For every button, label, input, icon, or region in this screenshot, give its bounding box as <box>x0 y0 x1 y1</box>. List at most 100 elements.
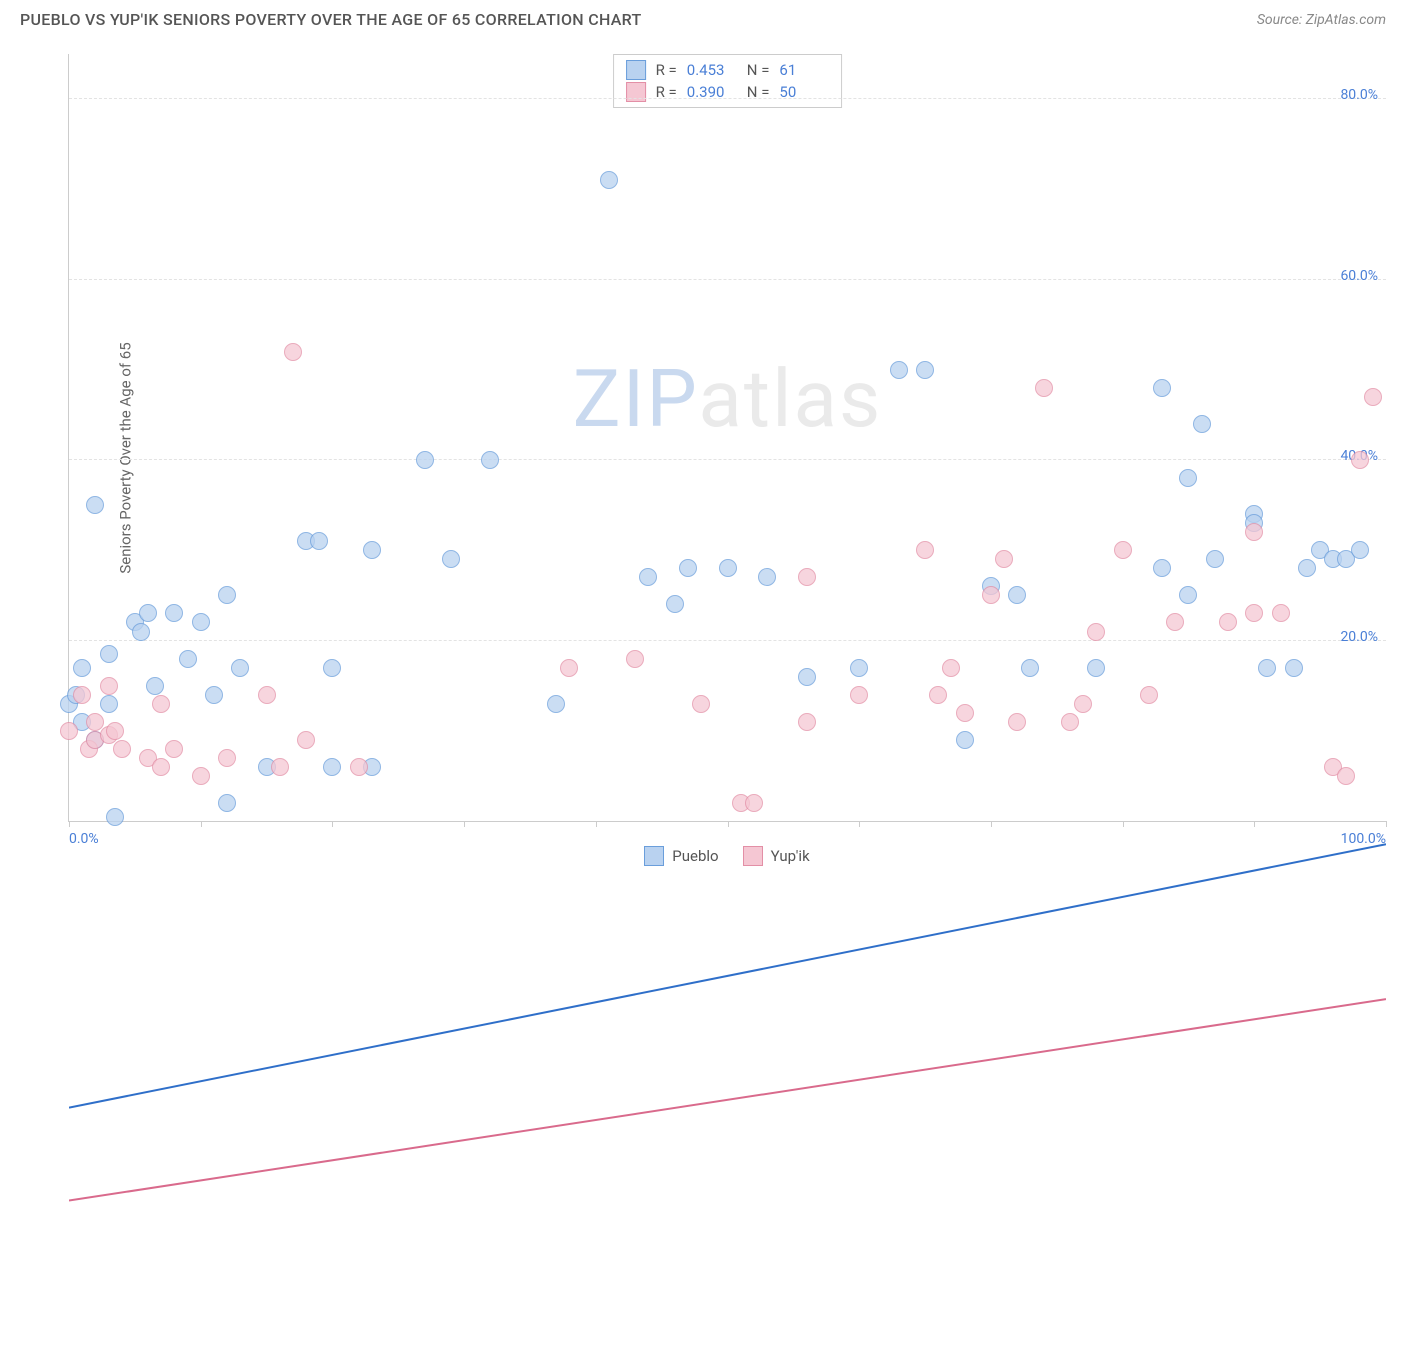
chart-source: Source: ZipAtlas.com <box>1257 12 1386 28</box>
data-point <box>916 541 934 559</box>
trend-lines <box>69 54 1386 1371</box>
data-point <box>1351 451 1369 469</box>
data-point <box>192 613 210 631</box>
data-point <box>1087 659 1105 677</box>
data-point <box>218 794 236 812</box>
plot-region: ZIPatlas R =0.453N =61R =0.390N =50 20.0… <box>68 54 1386 822</box>
stat-r-label: R = <box>656 61 677 79</box>
data-point <box>1206 550 1224 568</box>
data-point <box>1351 541 1369 559</box>
data-point <box>1021 659 1039 677</box>
data-point <box>1364 388 1382 406</box>
data-point <box>60 722 78 740</box>
legend-item: Pueblo <box>644 846 718 866</box>
data-point <box>350 758 368 776</box>
x-tick <box>596 821 597 827</box>
data-point <box>106 808 124 826</box>
data-point <box>323 659 341 677</box>
data-point <box>231 659 249 677</box>
x-tick <box>201 821 202 827</box>
data-point <box>1153 559 1171 577</box>
data-point <box>1245 523 1263 541</box>
watermark: ZIPatlas <box>573 352 883 446</box>
gridline <box>69 459 1386 460</box>
stat-n-value: 61 <box>779 61 829 79</box>
x-tick <box>464 821 465 827</box>
data-point <box>179 650 197 668</box>
data-point <box>284 343 302 361</box>
data-point <box>1272 604 1290 622</box>
data-point <box>758 568 776 586</box>
data-point <box>100 677 118 695</box>
data-point <box>1087 623 1105 641</box>
data-point <box>850 659 868 677</box>
legend-swatch <box>743 846 763 866</box>
series-legend: Pueblo Yup'ik <box>68 846 1386 866</box>
data-point <box>626 650 644 668</box>
data-point <box>297 731 315 749</box>
legend-swatch <box>644 846 664 866</box>
data-point <box>850 686 868 704</box>
y-tick-label: 60.0% <box>1340 268 1378 284</box>
data-point <box>1245 604 1263 622</box>
x-tick <box>69 821 70 827</box>
data-point <box>192 767 210 785</box>
data-point <box>86 496 104 514</box>
data-point <box>218 749 236 767</box>
stats-row: R =0.453N =61 <box>626 59 830 81</box>
legend-label: Pueblo <box>672 847 718 865</box>
data-point <box>745 794 763 812</box>
x-tick <box>1254 821 1255 827</box>
data-point <box>323 758 341 776</box>
x-tick <box>1123 821 1124 827</box>
data-point <box>916 361 934 379</box>
data-point <box>1035 379 1053 397</box>
data-point <box>258 686 276 704</box>
data-point <box>218 586 236 604</box>
data-point <box>798 713 816 731</box>
data-point <box>152 758 170 776</box>
x-tick <box>332 821 333 827</box>
stat-r-value: 0.453 <box>687 61 737 79</box>
data-point <box>106 722 124 740</box>
x-tick <box>859 821 860 827</box>
data-point <box>1114 541 1132 559</box>
data-point <box>1153 379 1171 397</box>
y-tick-label: 80.0% <box>1340 87 1378 103</box>
data-point <box>146 677 164 695</box>
data-point <box>1179 586 1197 604</box>
data-point <box>982 586 1000 604</box>
gridline <box>69 98 1386 99</box>
data-point <box>1008 713 1026 731</box>
data-point <box>1140 686 1158 704</box>
data-point <box>942 659 960 677</box>
data-point <box>1179 469 1197 487</box>
stats-row: R =0.390N =50 <box>626 81 830 103</box>
data-point <box>416 451 434 469</box>
chart-title: PUEBLO VS YUP'IK SENIORS POVERTY OVER TH… <box>20 10 642 29</box>
x-tick <box>991 821 992 827</box>
data-point <box>152 695 170 713</box>
data-point <box>995 550 1013 568</box>
data-point <box>139 604 157 622</box>
gridline <box>69 640 1386 641</box>
data-point <box>679 559 697 577</box>
data-point <box>310 532 328 550</box>
chart-header: PUEBLO VS YUP'IK SENIORS POVERTY OVER TH… <box>0 0 1406 37</box>
data-point <box>1337 767 1355 785</box>
data-point <box>798 668 816 686</box>
data-point <box>73 659 91 677</box>
data-point <box>165 604 183 622</box>
legend-item: Yup'ik <box>743 846 810 866</box>
data-point <box>956 704 974 722</box>
data-point <box>442 550 460 568</box>
data-point <box>1193 415 1211 433</box>
data-point <box>113 740 131 758</box>
data-point <box>100 695 118 713</box>
data-point <box>481 451 499 469</box>
data-point <box>1285 659 1303 677</box>
legend-swatch <box>626 60 646 80</box>
data-point <box>132 623 150 641</box>
data-point <box>1061 713 1079 731</box>
gridline <box>69 279 1386 280</box>
